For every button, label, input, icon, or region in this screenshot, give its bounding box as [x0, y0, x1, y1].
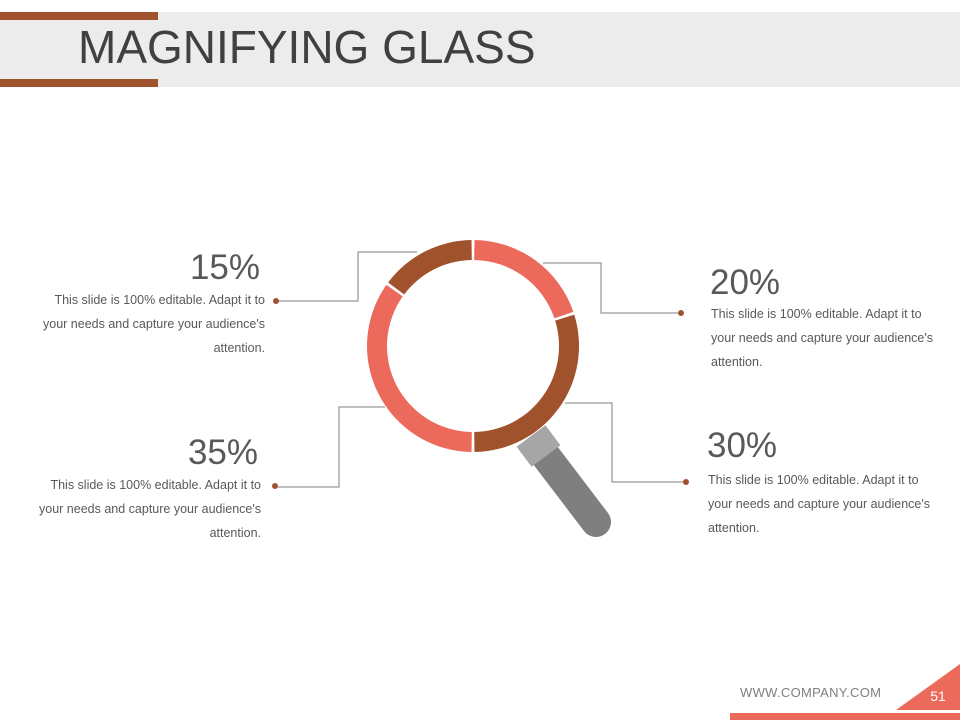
magnifying-glass-ring	[367, 240, 580, 452]
magnifying-glass-handle	[516, 425, 611, 537]
segment-value-15: 15%	[189, 248, 260, 287]
segment-description-35: This slide is 100% editable. Adapt it to…	[39, 478, 261, 540]
footer-company-url: WWW.COMPANY.COM	[740, 685, 882, 700]
handle-grip	[530, 440, 611, 537]
connector-30-line	[565, 402, 683, 483]
title-accent-bar-bottom	[0, 79, 158, 87]
ring-segment-20	[474, 240, 574, 319]
ring-segment-30	[474, 314, 580, 452]
handle-collar	[516, 425, 561, 467]
footer-accent-bar	[730, 713, 960, 720]
page-number: 51	[930, 688, 946, 704]
connector-35-line	[278, 406, 385, 488]
connector-20-dot	[678, 310, 684, 316]
title-accent-bar-top	[0, 12, 158, 20]
connector-20-line	[543, 262, 679, 314]
segment-description-15: This slide is 100% editable. Adapt it to…	[43, 293, 265, 355]
connector-15-line	[278, 251, 417, 302]
ring-segment-35	[367, 284, 472, 452]
connector-lines	[272, 251, 689, 489]
segment-value-20: 20%	[710, 263, 781, 302]
connector-15-dot	[273, 298, 279, 304]
segment-description-30: This slide is 100% editable. Adapt it to…	[708, 473, 930, 535]
connector-30-dot	[683, 479, 689, 485]
slide-title: MAGNIFYING GLASS	[78, 21, 536, 73]
title-band	[0, 12, 960, 87]
segment-value-35: 35%	[187, 433, 258, 472]
segment-value-30: 30%	[707, 426, 778, 465]
segment-description-20: This slide is 100% editable. Adapt it to…	[711, 307, 933, 369]
connector-35-dot	[272, 483, 278, 489]
ring-segment-15	[388, 240, 472, 295]
